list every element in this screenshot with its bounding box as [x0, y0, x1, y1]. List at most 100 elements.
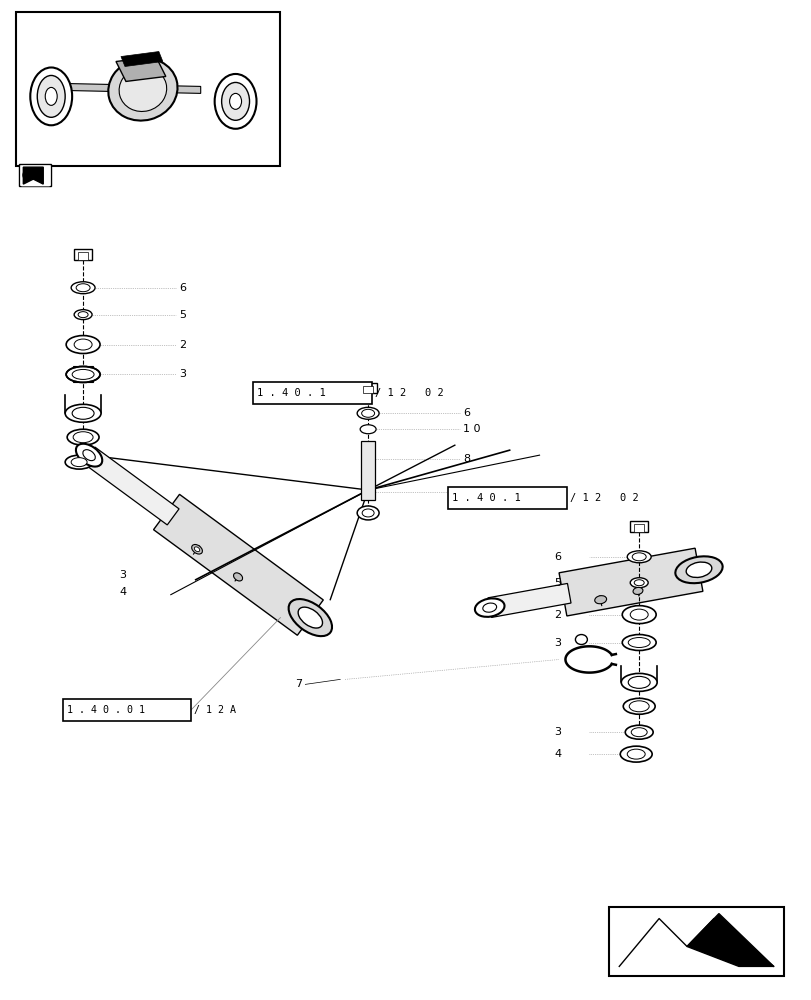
Ellipse shape	[230, 93, 241, 109]
Polygon shape	[83, 447, 179, 525]
Bar	[16, 12, 280, 166]
Ellipse shape	[675, 556, 722, 583]
Ellipse shape	[45, 87, 57, 105]
Polygon shape	[63, 83, 200, 93]
Ellipse shape	[621, 635, 655, 650]
Text: 8: 8	[462, 454, 470, 464]
Text: 6: 6	[554, 552, 560, 562]
Text: 4: 4	[119, 587, 126, 597]
Ellipse shape	[66, 336, 100, 354]
Ellipse shape	[621, 606, 655, 624]
Ellipse shape	[78, 312, 88, 318]
Ellipse shape	[620, 746, 651, 762]
Ellipse shape	[214, 74, 256, 129]
Ellipse shape	[37, 75, 65, 117]
Ellipse shape	[288, 599, 332, 636]
Ellipse shape	[362, 509, 374, 517]
Ellipse shape	[357, 407, 379, 419]
Bar	[358, 383, 376, 393]
Ellipse shape	[72, 407, 94, 419]
Ellipse shape	[483, 603, 496, 612]
Bar	[448, 487, 567, 509]
Bar	[633, 524, 643, 532]
Ellipse shape	[626, 551, 650, 563]
Bar	[74, 249, 92, 260]
Ellipse shape	[119, 67, 166, 111]
Ellipse shape	[74, 339, 92, 350]
Ellipse shape	[623, 698, 654, 714]
Text: 9: 9	[462, 487, 470, 497]
Text: / 1 2 A: / 1 2 A	[194, 705, 235, 715]
Ellipse shape	[67, 429, 99, 445]
Text: 4: 4	[554, 749, 561, 759]
Ellipse shape	[191, 544, 202, 554]
Ellipse shape	[629, 609, 647, 620]
Bar	[73, 366, 93, 382]
Ellipse shape	[360, 425, 375, 434]
Ellipse shape	[73, 432, 93, 443]
Bar	[63, 699, 191, 721]
Polygon shape	[21, 166, 49, 185]
Ellipse shape	[65, 455, 93, 469]
Polygon shape	[686, 914, 773, 966]
Polygon shape	[558, 548, 702, 616]
Text: 2: 2	[554, 610, 561, 620]
Ellipse shape	[629, 578, 647, 588]
Text: 3: 3	[178, 369, 186, 379]
Polygon shape	[116, 57, 165, 81]
Ellipse shape	[594, 596, 606, 604]
Ellipse shape	[30, 67, 72, 125]
Ellipse shape	[22, 170, 30, 180]
Ellipse shape	[630, 728, 646, 737]
Text: 6: 6	[462, 408, 470, 418]
Text: 3: 3	[554, 727, 560, 737]
Ellipse shape	[685, 562, 711, 577]
Ellipse shape	[108, 58, 178, 121]
Bar	[361, 441, 375, 500]
Bar	[608, 907, 783, 976]
Ellipse shape	[71, 458, 87, 467]
Ellipse shape	[474, 598, 504, 617]
Ellipse shape	[628, 676, 650, 688]
Text: 1 0: 1 0	[462, 424, 480, 434]
Ellipse shape	[75, 444, 102, 467]
Polygon shape	[21, 166, 49, 185]
Text: 3: 3	[554, 638, 560, 648]
Text: / 1 2   0 2: / 1 2 0 2	[375, 388, 444, 398]
Ellipse shape	[633, 580, 643, 586]
Ellipse shape	[74, 310, 92, 320]
Text: 6: 6	[178, 283, 186, 293]
Polygon shape	[24, 167, 43, 184]
Ellipse shape	[65, 404, 101, 422]
Bar	[78, 252, 88, 260]
Polygon shape	[487, 583, 570, 617]
Polygon shape	[121, 52, 163, 66]
Ellipse shape	[234, 573, 242, 581]
Ellipse shape	[194, 547, 200, 552]
Ellipse shape	[83, 450, 95, 461]
Bar	[363, 386, 372, 393]
Ellipse shape	[357, 506, 379, 520]
Ellipse shape	[626, 749, 645, 759]
Ellipse shape	[632, 553, 646, 561]
Ellipse shape	[72, 369, 94, 379]
Ellipse shape	[221, 82, 249, 120]
Ellipse shape	[76, 284, 90, 292]
Text: 5: 5	[554, 578, 560, 588]
Text: 1 . 4 0 . 1: 1 . 4 0 . 1	[451, 493, 520, 503]
Text: 1 . 4 0 . 0 1: 1 . 4 0 . 0 1	[67, 705, 145, 715]
Bar	[252, 382, 371, 404]
Bar	[19, 164, 51, 186]
Ellipse shape	[629, 701, 648, 712]
Ellipse shape	[575, 635, 586, 645]
Text: 2: 2	[178, 340, 186, 350]
Polygon shape	[153, 494, 323, 635]
Text: 7: 7	[295, 679, 303, 689]
Ellipse shape	[66, 366, 100, 382]
Text: 1 . 4 0 . 1: 1 . 4 0 . 1	[256, 388, 325, 398]
Ellipse shape	[71, 282, 95, 294]
Text: 3: 3	[119, 570, 126, 580]
Ellipse shape	[628, 638, 650, 647]
Ellipse shape	[620, 673, 656, 691]
Text: 5: 5	[178, 310, 186, 320]
